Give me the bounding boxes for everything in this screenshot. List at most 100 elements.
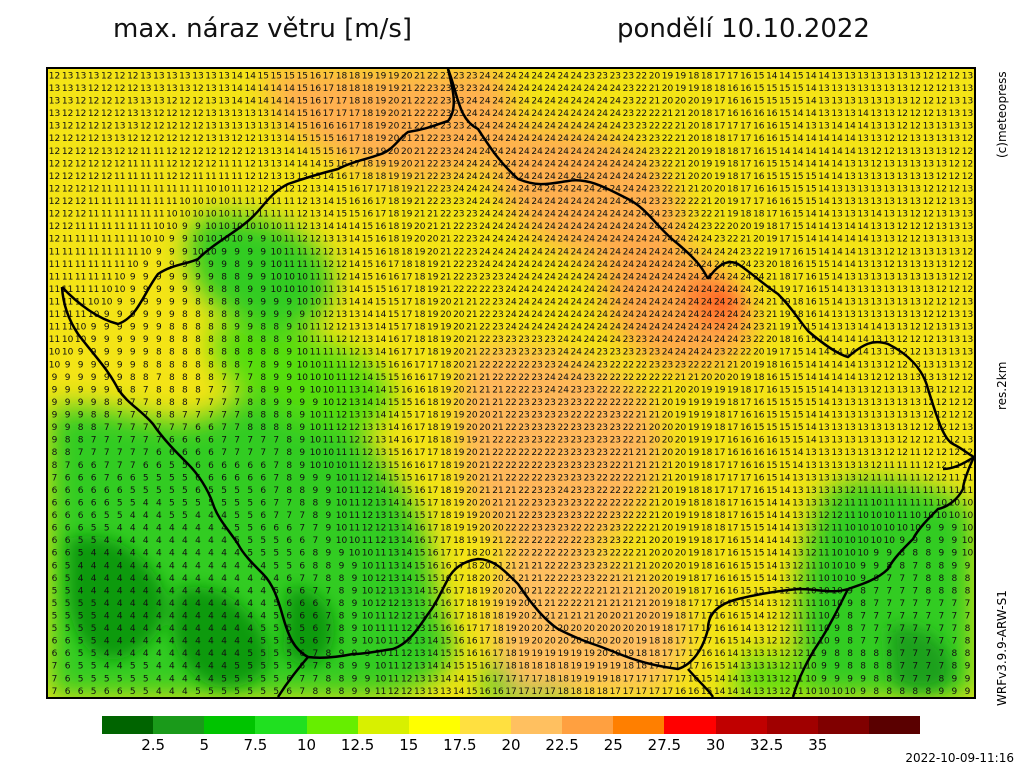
grid-value: 21: [662, 109, 673, 119]
grid-value: 23: [518, 411, 529, 421]
grid-value: 8: [899, 549, 905, 559]
grid-value: 8: [939, 574, 945, 584]
grid-value: 9: [286, 385, 292, 395]
grid-value: 8: [260, 360, 266, 370]
grid-value: 13: [897, 84, 908, 94]
grid-value: 21: [610, 586, 621, 596]
grid-value: 12: [244, 185, 255, 195]
grid-value: 9: [352, 561, 358, 571]
grid-value: 20: [597, 624, 609, 634]
grid-value: 16: [740, 84, 752, 94]
grid-value: 11: [153, 172, 164, 182]
grid-value: 24: [584, 109, 596, 119]
grid-value: 23: [544, 411, 555, 421]
grid-value: 14: [805, 97, 817, 107]
grid-value: 14: [857, 348, 869, 358]
grid-value: 23: [649, 134, 660, 144]
grid-value: 20: [675, 461, 687, 471]
grid-value: 12: [779, 599, 790, 609]
grid-value: 4: [143, 649, 149, 659]
grid-value: 20: [597, 612, 609, 622]
grid-value: 13: [844, 461, 855, 471]
grid-value: 24: [570, 247, 582, 257]
grid-value: 11: [127, 235, 138, 245]
grid-value: 6: [78, 524, 84, 534]
grid-value: 10: [962, 511, 974, 521]
grid-value: 9: [273, 310, 279, 320]
grid-value: 20: [662, 486, 674, 496]
grid-value: 16: [805, 298, 817, 308]
color-legend-ticks: 2.5 5 7.5 10 12.5 15 17.5 20 22.5 25 27.5 30 32.5 35: [102, 736, 920, 756]
grid-value: 24: [557, 147, 569, 157]
grid-value: 6: [182, 448, 188, 458]
grid-value: 24: [701, 235, 713, 245]
grid-value: 19: [688, 411, 700, 421]
grid-value: 24: [531, 222, 543, 232]
grid-value: 16: [675, 687, 687, 697]
grid-value: 24: [610, 185, 622, 195]
grid-value: 24: [570, 71, 582, 81]
grid-value: 4: [221, 662, 227, 672]
grid-value: 9: [195, 285, 201, 295]
grid-value: 14: [427, 637, 439, 647]
grid-value: 11: [114, 247, 125, 257]
grid-value: 4: [221, 524, 227, 534]
grid-value: 5: [260, 637, 266, 647]
grid-value: 13: [49, 97, 60, 107]
grid-value: 13: [949, 323, 960, 333]
grid-value: 13: [870, 310, 881, 320]
grid-value: 7: [912, 624, 918, 634]
grid-value: 10: [936, 511, 948, 521]
grid-value: 11: [805, 574, 816, 584]
grid-value: 17: [336, 97, 347, 107]
grid-value: 8: [952, 586, 958, 596]
grid-value: 16: [427, 549, 439, 559]
grid-value: 11: [388, 662, 399, 672]
grid-value: 12: [179, 147, 190, 157]
grid-value: 18: [414, 260, 426, 270]
grid-value: 22: [636, 360, 647, 370]
grid-value: 13: [818, 423, 829, 433]
grid-value: 7: [273, 436, 279, 446]
grid-value: 7: [117, 448, 123, 458]
grid-value: 20: [505, 586, 517, 596]
grid-value: 24: [557, 360, 569, 370]
grid-value: 15: [388, 461, 399, 471]
grid-value: 9: [78, 373, 84, 383]
grid-value: 17: [440, 536, 451, 546]
grid-value: 15: [740, 549, 751, 559]
grid-value: 12: [88, 97, 99, 107]
legend-swatch: [664, 716, 716, 734]
grid-value: 4: [156, 599, 162, 609]
grid-value: 7: [91, 448, 97, 458]
grid-value: 23: [623, 109, 634, 119]
grid-value: 19: [557, 649, 569, 659]
grid-value: 14: [805, 222, 817, 232]
grid-value: 10: [310, 298, 322, 308]
grid-value: 11: [153, 210, 164, 220]
grid-value: 14: [818, 159, 830, 169]
grid-value: 13: [883, 298, 894, 308]
grid-value: 12: [818, 524, 829, 534]
grid-value: 7: [247, 360, 253, 370]
grid-value: 23: [623, 122, 634, 132]
grid-value: 7: [899, 674, 905, 684]
grid-value: 20: [727, 222, 739, 232]
grid-value: 24: [714, 323, 726, 333]
grid-value: 24: [740, 310, 752, 320]
grid-value: 22: [610, 398, 621, 408]
grid-value: 18: [662, 637, 674, 647]
grid-value: 9: [247, 298, 253, 308]
grid-value: 12: [127, 71, 138, 81]
grid-value: 23: [740, 335, 751, 345]
grid-value: 22: [636, 511, 647, 521]
grid-value: 9: [182, 222, 188, 232]
grid-value: 20: [401, 147, 413, 157]
grid-value: 8: [286, 473, 292, 483]
grid-value: 17: [531, 687, 542, 697]
grid-value: 13: [831, 423, 842, 433]
grid-value: 12: [62, 147, 73, 157]
grid-value: 12: [62, 197, 73, 207]
grid-value: 12: [49, 147, 60, 157]
grid-value: 21: [714, 360, 725, 370]
